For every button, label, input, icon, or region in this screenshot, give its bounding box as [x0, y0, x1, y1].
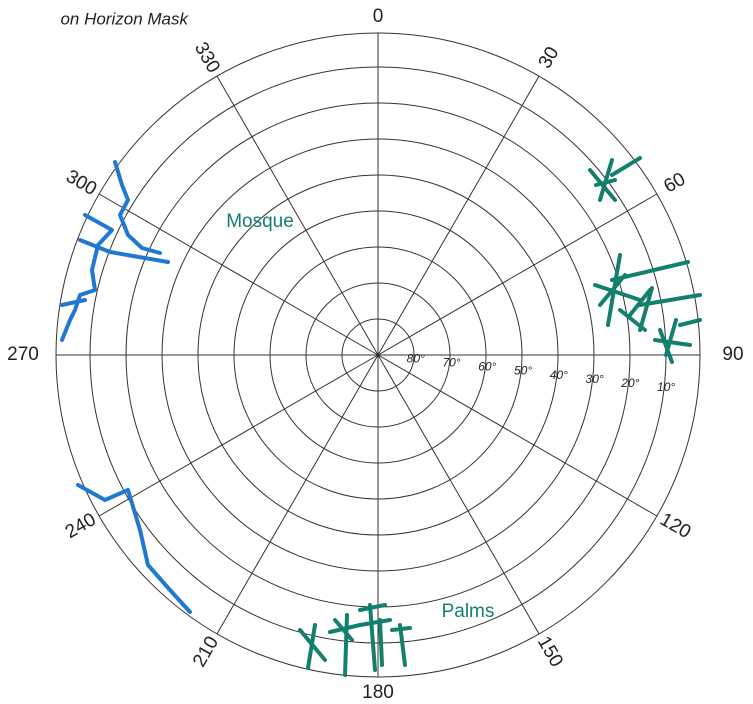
azimuth-label: 120 [656, 509, 694, 543]
elevation-label: 60° [478, 360, 496, 374]
stroke [638, 286, 654, 332]
stroke [78, 238, 170, 264]
spoke [377, 75, 540, 356]
stroke [368, 603, 377, 672]
stroke [610, 260, 690, 282]
elevation-label: 50° [514, 364, 532, 378]
mosque-strokes [60, 160, 192, 614]
azimuth-label: 210 [189, 633, 223, 671]
stroke [598, 158, 614, 202]
title: on Horizon Mask [60, 9, 189, 28]
stroke [664, 318, 678, 357]
stroke [594, 178, 617, 187]
spoke [216, 354, 379, 635]
spoke [216, 75, 379, 356]
stroke [638, 293, 702, 307]
elevation-label: 70° [442, 356, 460, 370]
azimuth-label: 150 [533, 633, 567, 671]
azimuth-label: 270 [7, 344, 39, 365]
stroke [398, 623, 407, 667]
stroke [653, 338, 692, 347]
elevation-label: 30° [586, 372, 604, 386]
azimuth-label: 30 [535, 43, 564, 72]
stroke [628, 288, 652, 317]
azimuth-label: 240 [62, 509, 100, 543]
azimuth-label: 330 [190, 39, 224, 77]
stroke [306, 623, 317, 670]
azimuth-label: 90 [722, 344, 743, 365]
spoke [98, 354, 379, 517]
spoke [377, 354, 658, 517]
polar-grid [55, 32, 701, 678]
spoke [98, 193, 379, 356]
annotation: Palms [442, 601, 495, 622]
annotation: Mosque [226, 211, 294, 232]
stroke [60, 298, 87, 307]
palm-strokes [298, 156, 702, 677]
spoke [377, 193, 658, 356]
stroke [678, 318, 702, 327]
stroke [76, 483, 192, 614]
stroke [113, 160, 162, 255]
elevation-label: 10° [657, 380, 675, 394]
azimuth-label: 0 [373, 6, 384, 27]
elevation-label: 20° [620, 376, 639, 390]
stroke [593, 283, 642, 302]
spoke [377, 354, 540, 635]
stroke [610, 156, 642, 177]
elevation-label: 40° [550, 368, 568, 382]
stroke [378, 618, 384, 667]
stroke [60, 213, 114, 342]
azimuth-label: 180 [362, 682, 394, 703]
stroke [328, 623, 362, 634]
azimuth-label: 300 [62, 166, 100, 200]
stroke [658, 328, 674, 364]
stroke [358, 603, 387, 612]
stroke [343, 613, 349, 677]
elevation-label: 80° [407, 351, 425, 365]
stroke [598, 273, 627, 307]
azimuth-label: 60 [660, 169, 689, 198]
stroke [358, 618, 392, 627]
